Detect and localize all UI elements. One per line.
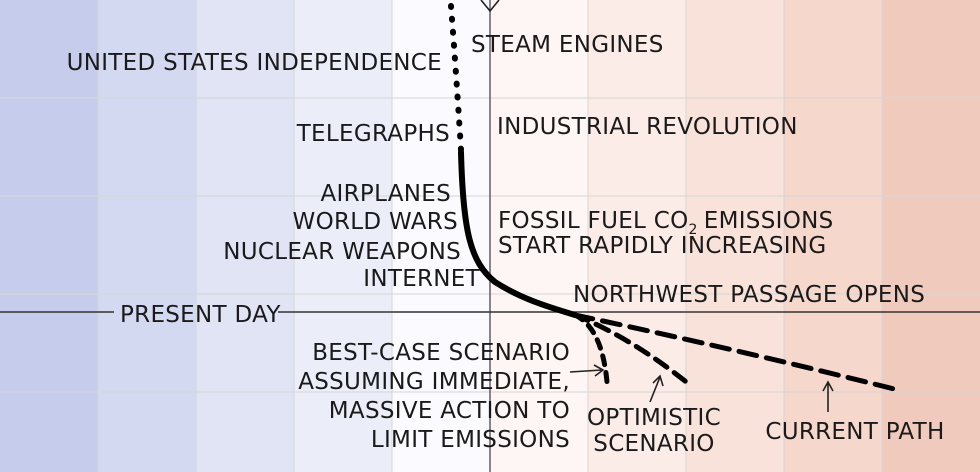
event-label-northwest: NORTHWEST PASSAGE OPENS — [573, 282, 925, 308]
optimistic-line — [572, 312, 693, 388]
axis-arrow-top — [480, 0, 500, 13]
temperature-curves — [448, 3, 901, 412]
emissions-word: EMISSIONS — [704, 208, 834, 234]
annotation-labels: UNITED STATES INDEPENDENCE TELEGRAPHS AIRP… — [67, 32, 945, 457]
scenario-label-best-case-1: BEST-CASE SCENARIO — [312, 340, 570, 366]
scenario-label-optimistic-2: SCENARIO — [593, 431, 714, 457]
event-label-nuclear: NUCLEAR WEAPONS — [223, 239, 461, 265]
historical-solid-line — [458, 149, 578, 318]
band-3 — [196, 0, 295, 472]
scenario-label-optimistic-1: OPTIMISTIC — [587, 405, 721, 431]
event-label-steam: STEAM ENGINES — [471, 32, 664, 58]
band-4 — [294, 0, 393, 472]
event-label-telegraphs: TELEGRAPHS — [296, 121, 450, 147]
band-5 — [392, 0, 491, 472]
event-label-independence: UNITED STATES INDEPENDENCE — [67, 50, 442, 76]
present-day-label: PRESENT DAY — [120, 302, 281, 328]
event-label-world-wars: WORLD WARS — [293, 209, 458, 235]
band-7 — [588, 0, 687, 472]
event-label-internet: INTERNET — [363, 266, 480, 292]
event-label-fossil-1: FOSSIL FUEL CO2 EMISSIONS — [498, 208, 834, 238]
best-case-arrow — [569, 364, 605, 377]
current-path-arrow — [822, 380, 834, 412]
scenario-label-current-1: CURRENT PATH — [765, 419, 944, 445]
band-2 — [98, 0, 197, 472]
event-label-airplanes: AIRPLANES — [321, 181, 451, 207]
band-1 — [0, 0, 99, 472]
scenario-label-best-case-4: LIMIT EMISSIONS — [371, 427, 570, 453]
current-path-line — [572, 312, 901, 393]
co2-subscript: 2 — [689, 222, 698, 238]
band-9 — [784, 0, 883, 472]
band-10 — [882, 0, 980, 472]
event-label-industrial: INDUSTRIAL REVOLUTION — [497, 114, 798, 140]
band-6 — [490, 0, 589, 472]
scenario-label-best-case-3: MASSIVE ACTION TO — [329, 398, 570, 424]
optimistic-arrow — [649, 374, 664, 403]
event-label-fossil-2: START RAPIDLY INCREASING — [498, 233, 826, 259]
band-8 — [686, 0, 785, 472]
scenario-label-best-case-2: ASSUMING IMMEDIATE, — [298, 369, 570, 395]
historical-dotted-line — [448, 3, 464, 153]
